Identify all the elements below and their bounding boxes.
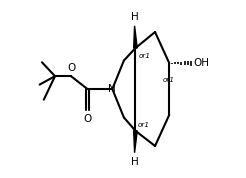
Polygon shape <box>134 26 137 48</box>
Text: O: O <box>83 114 92 124</box>
Text: or1: or1 <box>163 77 174 83</box>
Text: or1: or1 <box>139 53 151 59</box>
Text: or1: or1 <box>138 122 150 128</box>
Text: OH: OH <box>193 58 209 68</box>
Text: O: O <box>67 63 75 73</box>
Text: H: H <box>131 12 138 22</box>
Text: N: N <box>108 84 116 94</box>
Text: H: H <box>131 157 138 167</box>
Polygon shape <box>134 131 137 153</box>
